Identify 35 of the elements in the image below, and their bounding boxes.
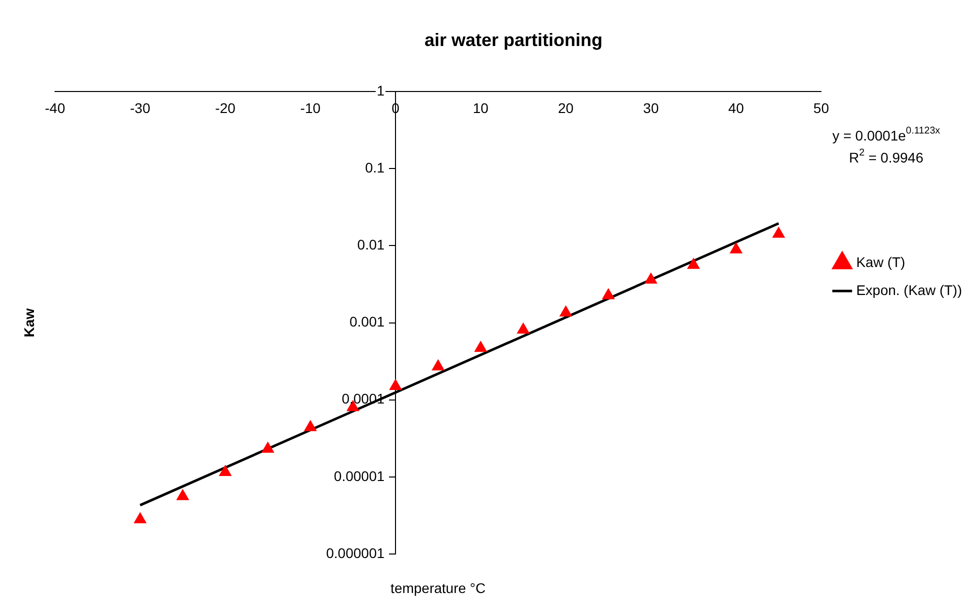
point [432,360,444,370]
y-tick-label: 0.001 [349,314,385,330]
y-tick-label: 1 [376,82,385,98]
point [262,442,274,453]
y-tick-label: 0.00001 [334,468,385,484]
point [475,342,486,352]
y-tick-label: 0.1 [365,160,385,176]
point [688,258,700,269]
point [304,421,316,432]
point [602,289,614,300]
point [134,513,146,524]
x-tick-label: -30 [130,100,150,116]
x-tick-label: 40 [728,100,744,116]
x-tick-label: -40 [44,100,66,116]
point [773,228,784,238]
legend-label: Kaw (T) [856,254,906,270]
point [220,466,231,476]
point [730,243,742,254]
x-tick-label: -10 [300,100,321,116]
point [560,306,572,317]
point [390,380,402,390]
point [518,324,529,334]
x-axis-title: temperature °C [390,580,486,596]
x-tick-label: 50 [813,100,830,116]
x-tick-label: -20 [215,100,236,116]
y-axis-title: Kaw [20,308,37,338]
y-tick-label: 0.000001 [326,544,385,561]
point [177,490,188,500]
point [645,274,657,284]
legend-label: Expon. (Kaw (T)) [856,282,962,298]
chart-title: air water partitioning [424,30,603,50]
x-tick-label: 20 [558,100,574,116]
x-tick-label: 10 [472,100,489,116]
y-tick-label: 0.01 [357,236,385,253]
x-tick-label: 30 [643,100,659,116]
